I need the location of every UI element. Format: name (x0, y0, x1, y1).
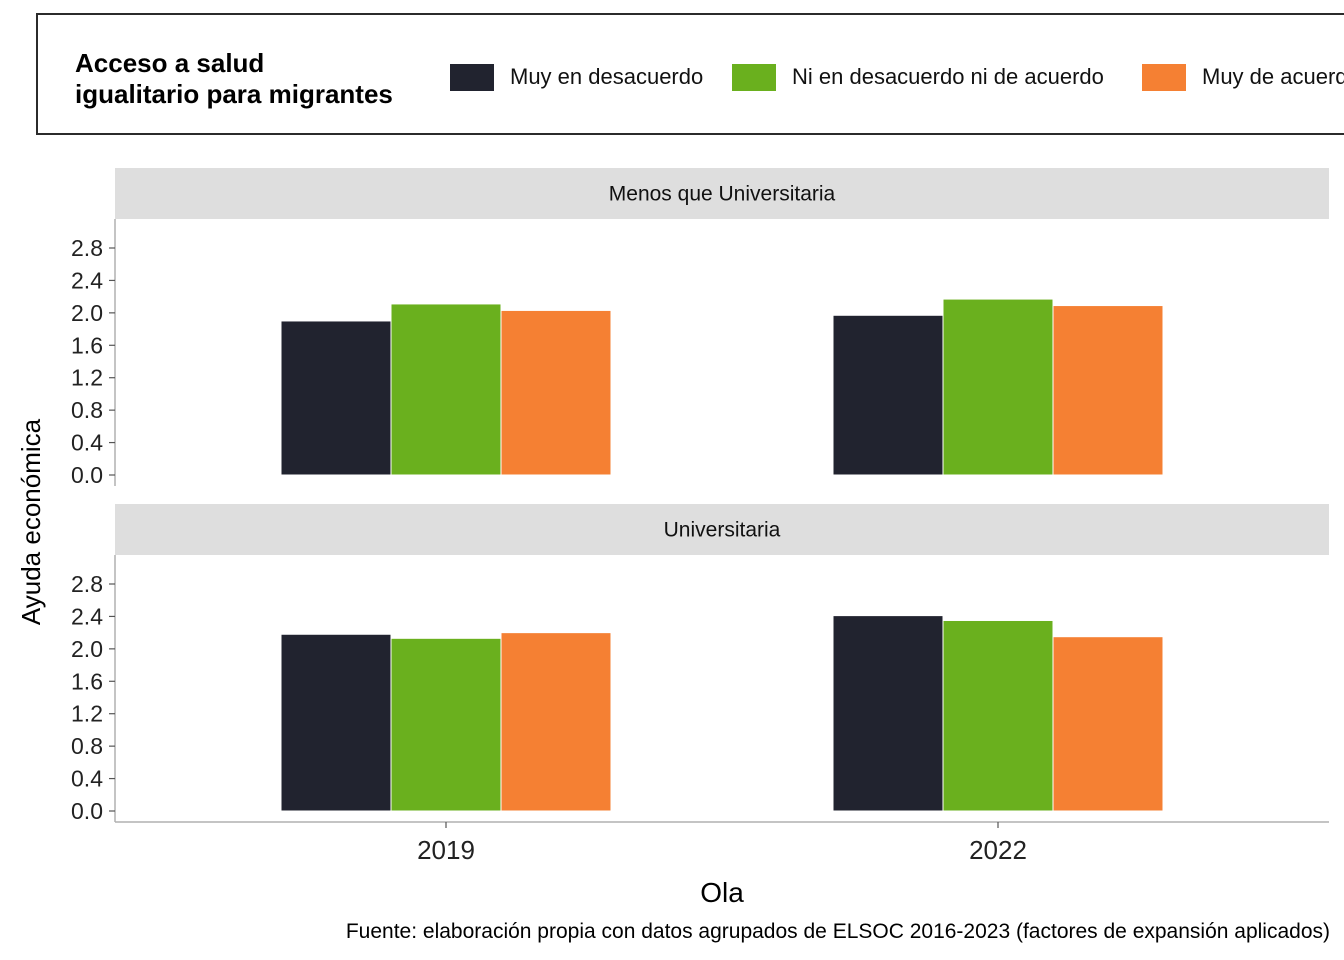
bar (390, 637, 502, 812)
legend-item-muy-en-desacuerdo: Muy en desacuerdo (450, 62, 703, 92)
y-tick-label: 2.8 (71, 571, 103, 597)
facet-strip (115, 504, 1329, 555)
bar (832, 314, 944, 476)
facet-title: Universitaria (664, 519, 781, 542)
y-tick-label: 0.4 (71, 430, 103, 456)
legend-title: Acceso a salud igualitario para migrante… (75, 48, 455, 110)
legend-swatch (1142, 63, 1186, 91)
legend-swatch (732, 63, 776, 91)
bar (942, 619, 1054, 812)
y-tick-label: 0.8 (71, 733, 103, 759)
facet-title: Menos que Universitaria (609, 183, 836, 206)
y-tick-label: 0.4 (71, 766, 103, 792)
x-tick-label: 2022 (969, 835, 1027, 865)
bar (280, 320, 392, 476)
bar (942, 298, 1054, 476)
y-tick-label: 0.0 (71, 462, 103, 488)
bar (1052, 305, 1164, 476)
legend-item-ni-en-desacuerdo: Ni en desacuerdo ni de acuerdo (732, 62, 1104, 92)
y-tick-label: 1.6 (71, 332, 103, 358)
legend-item-muy-de-acuerdo: Muy de acuerdo (1142, 62, 1344, 92)
y-tick-label: 2.8 (71, 235, 103, 261)
y-tick-label: 0.8 (71, 397, 103, 423)
y-tick-label: 0.0 (71, 798, 103, 824)
legend-label: Muy en desacuerdo (510, 64, 704, 89)
facet-strip (115, 168, 1329, 219)
caption: Fuente: elaboración propia con datos agr… (345, 920, 1330, 943)
x-axis-title: Ola (700, 877, 744, 908)
legend: Acceso a salud igualitario para migrante… (36, 13, 1344, 135)
legend-label: Muy de acuerdo (1202, 64, 1344, 89)
y-tick-label: 1.6 (71, 668, 103, 694)
legend-label: Ni en desacuerdo ni de acuerdo (792, 64, 1104, 89)
y-tick-label: 2.4 (71, 603, 103, 629)
bar (832, 615, 944, 812)
y-tick-label: 2.0 (71, 636, 103, 662)
bar (500, 632, 612, 812)
y-tick-label: 1.2 (71, 701, 103, 727)
bar (390, 303, 502, 476)
legend-title-line2: igualitario para migrantes (75, 79, 393, 109)
y-tick-label: 1.2 (71, 365, 103, 391)
y-axis-title: Ayuda económica (16, 418, 46, 625)
y-tick-label: 2.4 (71, 267, 103, 293)
y-tick-label: 2.0 (71, 300, 103, 326)
bar (1052, 636, 1164, 812)
x-tick-label: 2019 (417, 835, 475, 865)
bar (280, 633, 392, 812)
legend-swatch (450, 63, 494, 91)
legend-title-line1: Acceso a salud (75, 48, 265, 78)
bar (500, 309, 612, 476)
